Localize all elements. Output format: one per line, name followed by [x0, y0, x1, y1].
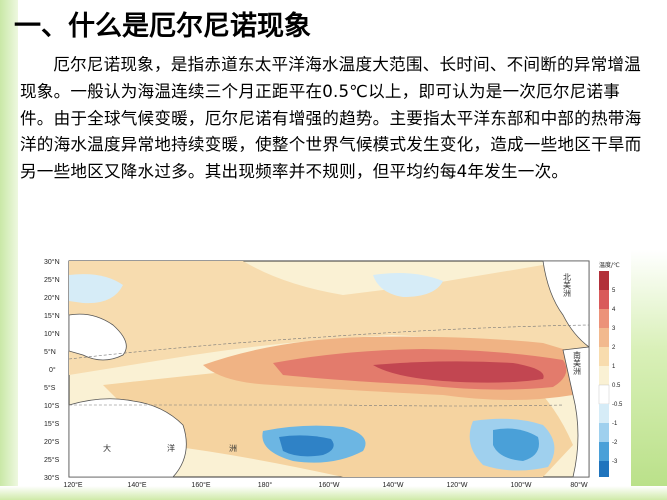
region-label-south-america: 南美洲	[573, 350, 582, 375]
background-grass-left	[0, 0, 18, 500]
lat-label: 5°N	[44, 348, 56, 356]
lon-label: 160°W	[318, 481, 339, 489]
anomaly-region-light	[69, 261, 589, 375]
legend-value: -0.5	[612, 402, 623, 408]
lon-label: 80°W	[570, 481, 588, 489]
legend-swatch	[599, 347, 609, 366]
legend-value: -1	[612, 421, 618, 427]
land-maritime-continent	[68, 313, 127, 361]
lat-label: 20°S	[44, 438, 60, 446]
legend-color-bar	[598, 271, 610, 477]
lon-label: 120°W	[446, 481, 467, 489]
land-south-america	[562, 346, 590, 478]
region-label-australia-2: 洋	[167, 443, 175, 453]
region-label-australia-3: 洲	[229, 444, 237, 453]
legend-value: 3	[612, 326, 616, 332]
lat-label: 0°	[49, 366, 56, 374]
lat-label: 10°N	[44, 330, 60, 338]
legend-swatch	[599, 366, 609, 385]
background-grass-right	[631, 250, 667, 500]
legend-swatch	[599, 290, 609, 309]
legend-swatch	[599, 309, 609, 328]
legend-value: 2	[612, 345, 616, 351]
cool-anomaly-patch-4	[373, 273, 443, 297]
legend-title: 温度/℃	[599, 261, 620, 269]
background-grass-bottom	[0, 486, 667, 500]
body-paragraph: 厄尔尼诺现象，是指赤道东太平洋海水温度大范围、长时间、不间断的异常增温现象。一般…	[20, 55, 642, 182]
legend-value: 1	[612, 364, 616, 370]
legend-swatch	[599, 423, 609, 442]
lon-label: 140°E	[127, 481, 146, 489]
legend-swatch	[599, 271, 609, 290]
legend-value: 5	[612, 288, 616, 294]
land-north-america	[542, 260, 590, 348]
lon-label: 100°W	[510, 481, 531, 489]
lat-label: 30°N	[44, 258, 60, 266]
lat-label: 5°S	[44, 384, 56, 392]
land-australia	[68, 398, 187, 478]
region-label-australia-1: 大	[103, 443, 111, 453]
cool-anomaly-patch-3	[69, 274, 123, 304]
anomaly-region-core	[373, 361, 544, 383]
contour-line-1	[68, 324, 590, 360]
lon-label: 180°	[258, 481, 273, 489]
legend-swatch	[599, 404, 609, 423]
lat-label: 25°S	[44, 456, 60, 464]
legend-swatch	[598, 384, 610, 405]
lat-label: 20°N	[44, 294, 60, 302]
cool-anomaly-patch-1-core	[279, 435, 334, 457]
legend-swatch	[599, 442, 609, 461]
lat-label: 30°S	[44, 474, 60, 482]
sst-anomaly-map: 30°N 25°N 20°N 15°N 10°N 5°N 0° 5°S 10°S…	[43, 255, 631, 489]
legend-value: -3	[612, 459, 618, 465]
lat-label: 25°N	[44, 276, 60, 284]
legend-value: 4	[612, 307, 616, 313]
map-svg: 30°N 25°N 20°N 15°N 10°N 5°N 0° 5°S 10°S…	[44, 258, 623, 489]
slide-title: 一、什么是厄尔尼诺现象	[14, 11, 311, 42]
cool-anomaly-patch-2-core	[493, 428, 539, 461]
lat-label: 15°S	[44, 420, 60, 428]
legend-value: -2	[612, 440, 618, 446]
legend-swatch	[599, 461, 609, 477]
region-label-north-america: 北美洲	[563, 273, 572, 297]
legend-swatch	[599, 328, 609, 347]
lat-label: 15°N	[44, 312, 60, 320]
legend-value: 0.5	[612, 383, 621, 389]
lat-label: 10°S	[44, 402, 60, 410]
lon-label: 140°W	[382, 481, 403, 489]
lon-label: 160°E	[191, 481, 210, 489]
lon-label: 120°E	[63, 481, 82, 489]
